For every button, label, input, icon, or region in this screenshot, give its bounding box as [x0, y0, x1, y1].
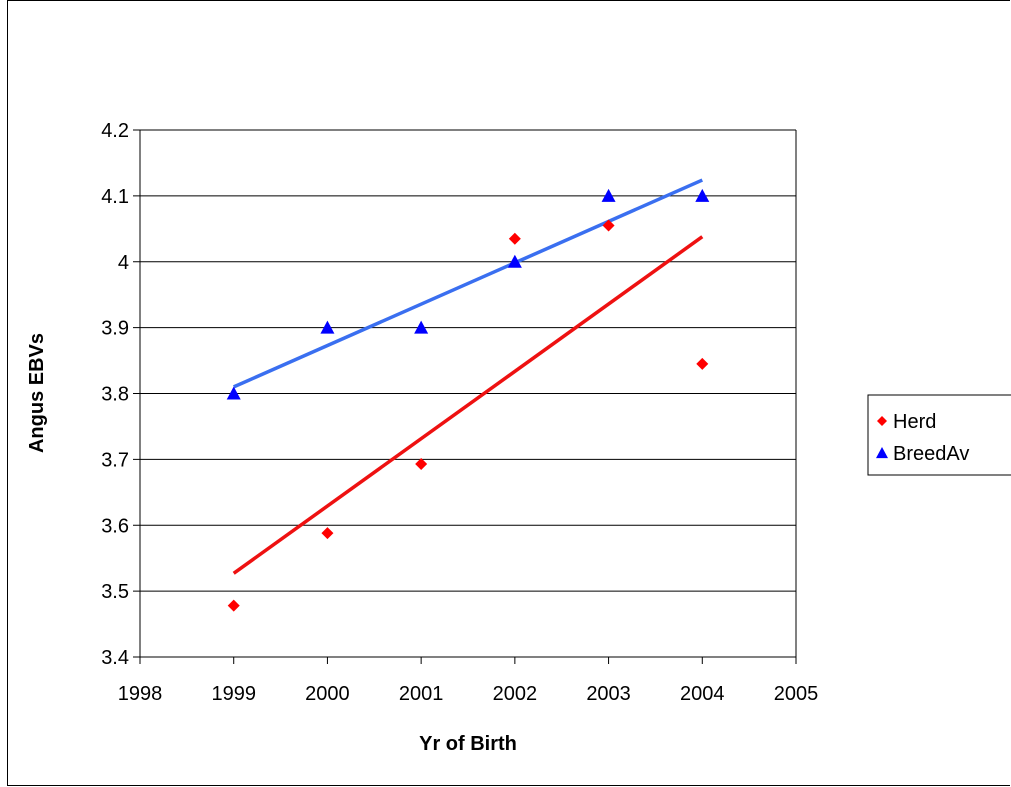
x-tick-label-5: 2003 [586, 683, 631, 705]
y-tick-labels: 3.4 3.5 3.6 3.7 3.8 3.9 4 4.1 4.2 [101, 120, 129, 669]
x-tick-label-6: 2004 [680, 683, 725, 705]
point-breedav-1999 [226, 386, 241, 400]
y-tick-label-1: 3.5 [101, 581, 129, 603]
point-breedav-2003 [601, 188, 616, 202]
point-breedav-2000 [320, 320, 335, 334]
point-herd-2004 [696, 357, 709, 370]
x-tick-label-4: 2002 [493, 683, 538, 705]
point-herd-2003 [602, 219, 615, 232]
trendlines [232, 178, 704, 575]
point-herd-2000 [321, 527, 334, 540]
y-tick-label-4: 3.8 [101, 384, 129, 406]
axes [133, 129, 797, 664]
x-tick-label-0: 1998 [118, 683, 163, 705]
trendline-herd [232, 235, 704, 575]
y-tick-label-6: 4 [118, 252, 129, 274]
x-axis-label: Yr of Birth [419, 733, 517, 755]
data-points [226, 188, 710, 612]
legend-item-herd: Herd [877, 411, 936, 433]
trendline-breedav [233, 178, 703, 389]
legend-marker-herd [877, 416, 887, 426]
legend-box [867, 394, 1011, 476]
point-herd-2001 [415, 457, 428, 470]
y-tick-label-2: 3.6 [101, 515, 129, 537]
point-breedav-2004 [695, 188, 710, 202]
point-herd-1999 [227, 599, 240, 612]
point-herd-2002 [508, 232, 521, 245]
legend-marker-breedav [876, 447, 888, 459]
point-breedav-2002 [507, 254, 522, 268]
legend: Herd BreedAv [867, 394, 1011, 476]
y-tick-label-3: 3.7 [101, 449, 129, 471]
x-tick-label-3: 2001 [399, 683, 444, 705]
legend-label-herd: Herd [893, 411, 936, 433]
y-tick-label-7: 4.1 [101, 186, 129, 208]
y-tick-label-8: 4.2 [101, 120, 129, 142]
legend-item-breedav: BreedAv [876, 443, 969, 465]
x-tick-label-2: 2000 [305, 683, 350, 705]
y-tick-label-0: 3.4 [101, 647, 129, 669]
x-tick-label-1: 1999 [211, 683, 256, 705]
y-axis-label: Angus EBVs [26, 333, 48, 453]
x-tick-labels: 1998 1999 2000 2001 2002 2003 2004 2005 [118, 683, 819, 705]
chart-area [7, 0, 1010, 786]
y-tick-label-5: 3.9 [101, 318, 129, 340]
x-tick-label-7: 2005 [774, 683, 819, 705]
point-breedav-2001 [414, 320, 429, 334]
legend-label-breedav: BreedAv [893, 443, 969, 465]
